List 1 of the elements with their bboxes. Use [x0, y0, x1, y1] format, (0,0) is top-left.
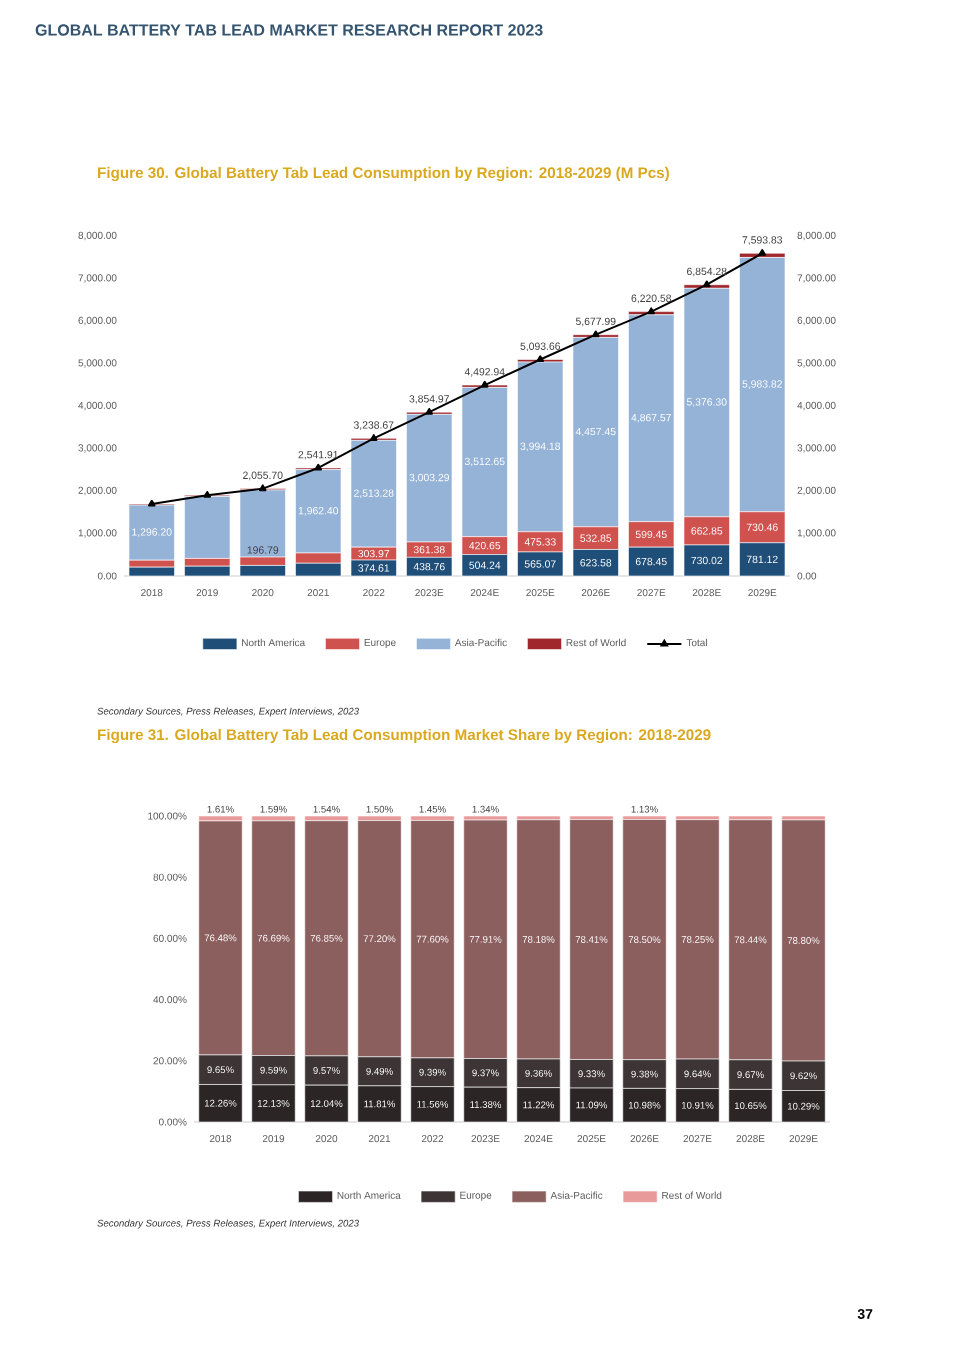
text: GLOBAL BATTERY TAB LEAD MARKET RESEARCH REPORT 2023 — [35, 24, 543, 36]
